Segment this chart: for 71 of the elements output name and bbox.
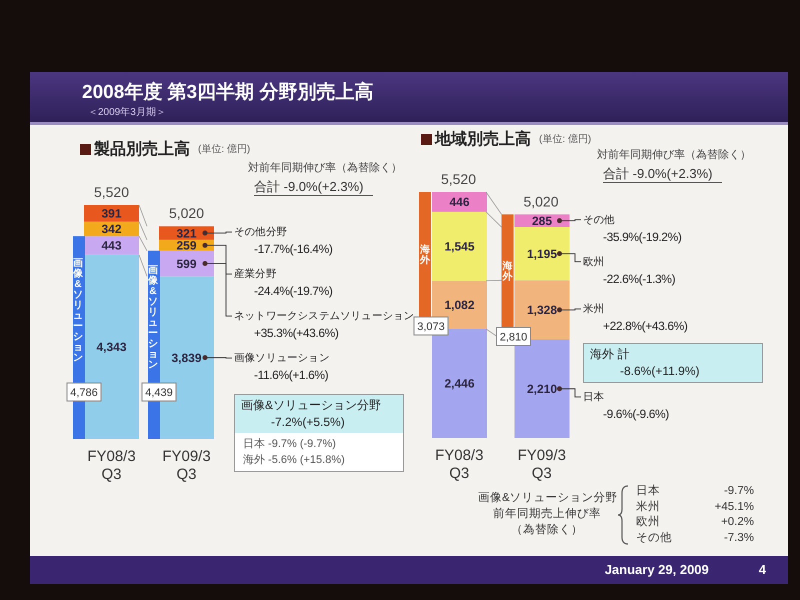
annotation: 2,810 (500, 331, 528, 344)
text: 米州 +45.1% (636, 500, 754, 512)
data-label: 443 (101, 238, 122, 253)
text: 産業分野 (234, 267, 278, 282)
data-label: 1,195 (526, 246, 558, 261)
text: 画像&ソリューション分野 (478, 490, 618, 506)
text: 対前年同期伸び率（為替除く） (248, 161, 402, 175)
series-label: 米州 (583, 302, 606, 317)
text: その他 -7.3% (636, 532, 754, 544)
text: 画像&ソリューション分野 -7.2%(+5.5%) (241, 397, 382, 431)
data-label: 1,082 (444, 298, 475, 312)
chart-subtitle: (単位: 億円) (539, 132, 592, 146)
data-label: 1,328 (526, 303, 558, 318)
data-label: 391 (101, 206, 122, 221)
data-label: 259 (176, 238, 197, 253)
x-tick-label: FY08/3 Q3 (435, 447, 484, 482)
data-label: 1,545 (444, 240, 475, 254)
data-label: 321 (176, 226, 197, 240)
series-label: 画像ソリューション (234, 351, 330, 366)
data-label: 2,210 (526, 382, 558, 396)
chart-title: 製品別売上高 (94, 139, 190, 160)
series-label: その他 (583, 212, 616, 228)
text: +22.8%(+43.6%) (602, 318, 688, 335)
data-label: 3,839 (171, 350, 202, 365)
text: -17.7%(-16.4%) (253, 241, 334, 258)
data-label: 599 (176, 256, 197, 271)
text: 海外 -5.6% (+15.8%) (243, 453, 346, 468)
data-label: 4,343 (96, 340, 127, 354)
text: 4 (758, 562, 766, 578)
text: 対前年同期伸び率（為替除く） (597, 148, 751, 162)
text: 欧州 +0.2% (636, 516, 754, 528)
series-label: 欧州 (583, 254, 606, 270)
total-label: 5,020 (523, 193, 559, 210)
text: ネットワークシステムソリューション (234, 309, 414, 324)
bar (432, 192, 487, 212)
bar (159, 226, 214, 240)
data-label: 2,446 (444, 376, 475, 391)
text: 2008年度 第3四半期 分野別売上高 (82, 81, 374, 105)
text: 合計 -9.0%(+2.3%) (603, 165, 722, 183)
data-label: 4,439 (144, 387, 172, 399)
x-tick-label: FY08/3 Q3 (87, 448, 136, 483)
text: 前年同期売上伸び率（為替除く） (492, 506, 602, 538)
data-label: 446 (449, 195, 470, 210)
annotation: 海外 (419, 244, 431, 266)
series-label: その他分野 (234, 225, 288, 240)
text: 日本 -9.7% (636, 485, 754, 497)
text: 海外 計 -8.6%(+11.9%) (590, 346, 700, 380)
text: 日本 -9.7% (-9.7%) (243, 437, 337, 452)
chart-title: 地域別売上高 (435, 129, 531, 150)
data-label: 285 (532, 214, 552, 228)
annotation: 海外 (502, 260, 514, 283)
text: 合計 -9.0%(+2.3%) (254, 178, 374, 196)
x-tick-label: FY09/3 Q3 (162, 448, 211, 483)
bar (159, 250, 214, 276)
total-label: 5,020 (168, 205, 204, 222)
data-label: 342 (101, 222, 122, 236)
total-label: 5,520 (440, 171, 476, 187)
text: +35.3%(+43.6%) (253, 325, 340, 342)
text: -24.4%(-19.7%) (253, 283, 334, 300)
total-label: 5,520 (94, 184, 130, 200)
text: -22.6%(-1.3%) (602, 270, 676, 288)
text: -9.6%(-9.6%) (602, 406, 670, 423)
chart-subtitle: (単位: 億円) (198, 142, 250, 156)
text: -35.9%(-19.2%) (602, 228, 682, 246)
annotation: 3,073 (417, 320, 445, 333)
x-tick-label: FY09/3 Q3 (518, 447, 566, 482)
text: ＜2009年3月期＞ (88, 107, 166, 119)
text: -11.6%(+1.6%) (253, 367, 330, 384)
text: January 29, 2009 (604, 562, 709, 578)
data-label: 4,786 (70, 387, 98, 399)
series-label: 日本 (583, 390, 606, 405)
